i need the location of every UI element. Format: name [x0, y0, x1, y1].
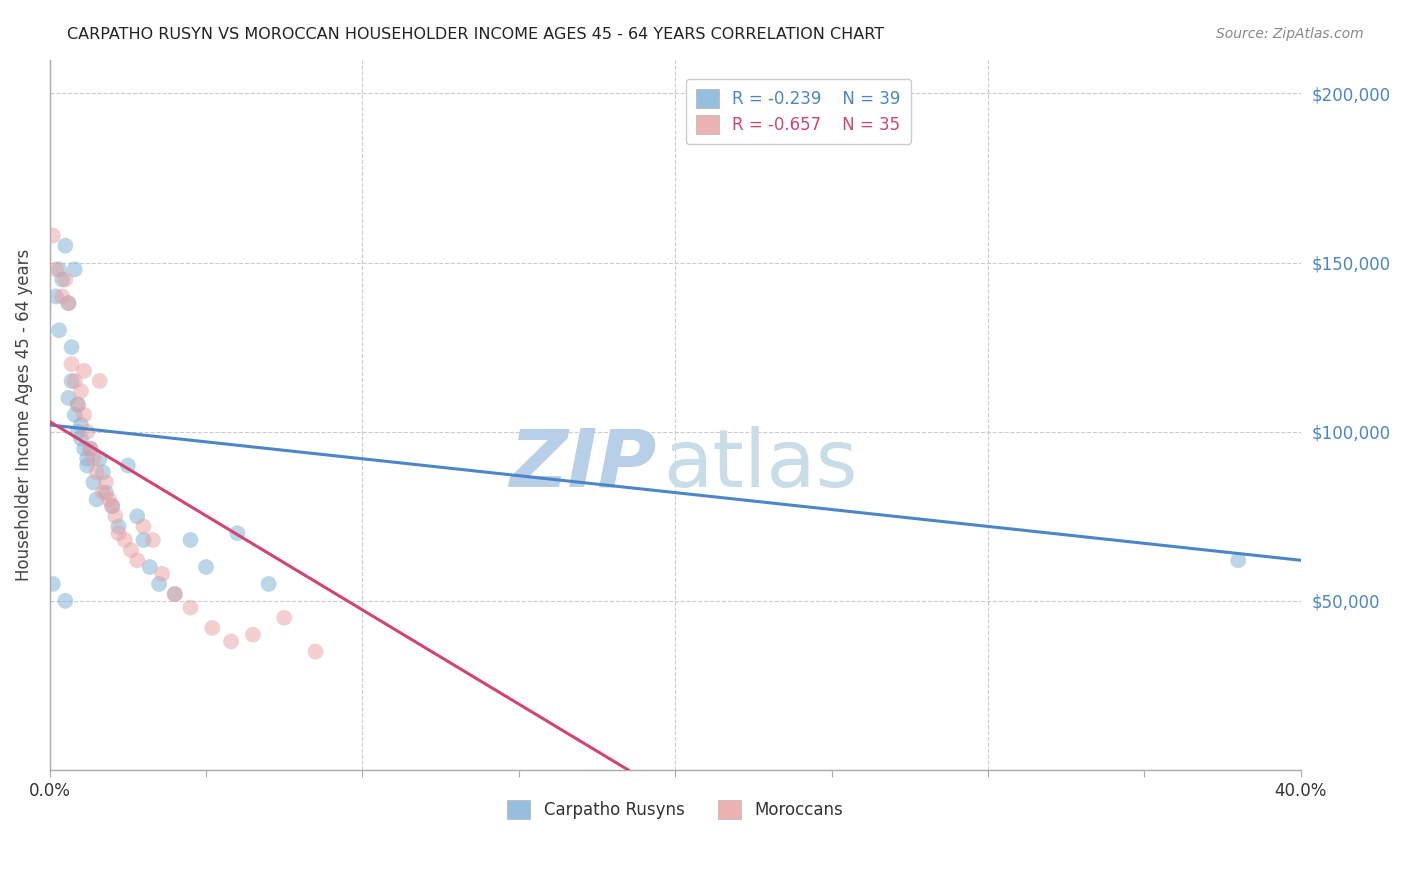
Point — [48, 262, 70, 277]
Legend: Carpatho Rusyns, Moroccans: Carpatho Rusyns, Moroccans — [501, 793, 851, 826]
Point — [45, 289, 67, 303]
Point — [60, 357, 83, 371]
Point — [70, 384, 93, 398]
Point — [51, 272, 73, 286]
Point — [101, 499, 124, 513]
Point — [73, 408, 96, 422]
Point — [150, 566, 173, 581]
Point — [79, 442, 101, 456]
Point — [82, 451, 104, 466]
Point — [63, 408, 86, 422]
Point — [163, 587, 186, 601]
Point — [73, 364, 96, 378]
Point — [148, 577, 170, 591]
Point — [60, 374, 83, 388]
Point — [91, 465, 114, 479]
Point — [117, 458, 139, 473]
Point — [101, 499, 124, 513]
Point — [132, 519, 155, 533]
Y-axis label: Householder Income Ages 45 - 64 years: Householder Income Ages 45 - 64 years — [15, 249, 32, 581]
Point — [163, 587, 186, 601]
Point — [219, 634, 242, 648]
Point — [48, 323, 70, 337]
Point — [120, 543, 142, 558]
Point — [58, 391, 80, 405]
Point — [98, 492, 121, 507]
Point — [53, 594, 76, 608]
Point — [127, 509, 149, 524]
Point — [53, 272, 76, 286]
Point — [42, 577, 65, 591]
Point — [107, 526, 129, 541]
Point — [226, 526, 249, 541]
Point — [104, 509, 127, 524]
Text: Source: ZipAtlas.com: Source: ZipAtlas.com — [1216, 27, 1364, 41]
Point — [70, 417, 93, 432]
Point — [142, 533, 165, 547]
Point — [51, 289, 73, 303]
Point — [94, 485, 117, 500]
Point — [63, 262, 86, 277]
Point — [53, 238, 76, 252]
Point — [60, 340, 83, 354]
Text: atlas: atlas — [662, 425, 858, 503]
Point — [257, 577, 280, 591]
Point — [107, 519, 129, 533]
Point — [91, 485, 114, 500]
Point — [127, 553, 149, 567]
Text: CARPATHO RUSYN VS MOROCCAN HOUSEHOLDER INCOME AGES 45 - 64 YEARS CORRELATION CHA: CARPATHO RUSYN VS MOROCCAN HOUSEHOLDER I… — [67, 27, 884, 42]
Point — [79, 442, 101, 456]
Point — [179, 600, 201, 615]
Point — [45, 262, 67, 277]
Point — [42, 228, 65, 243]
Point — [86, 492, 108, 507]
Point — [94, 475, 117, 490]
Point — [76, 458, 98, 473]
Point — [242, 628, 264, 642]
Point — [273, 611, 295, 625]
Point — [132, 533, 155, 547]
Point — [66, 398, 89, 412]
Point — [179, 533, 201, 547]
Point — [58, 296, 80, 310]
Point — [58, 296, 80, 310]
Point — [195, 560, 218, 574]
Point — [114, 533, 136, 547]
Point — [70, 432, 93, 446]
Point — [63, 374, 86, 388]
Point — [1227, 553, 1250, 567]
Point — [89, 451, 111, 466]
Point — [82, 475, 104, 490]
Point — [76, 451, 98, 466]
Point — [304, 644, 326, 658]
Point — [66, 425, 89, 439]
Point — [73, 442, 96, 456]
Point — [201, 621, 224, 635]
Point — [76, 425, 98, 439]
Point — [89, 374, 111, 388]
Point — [139, 560, 162, 574]
Point — [86, 465, 108, 479]
Text: ZIP: ZIP — [509, 425, 657, 503]
Point — [66, 398, 89, 412]
